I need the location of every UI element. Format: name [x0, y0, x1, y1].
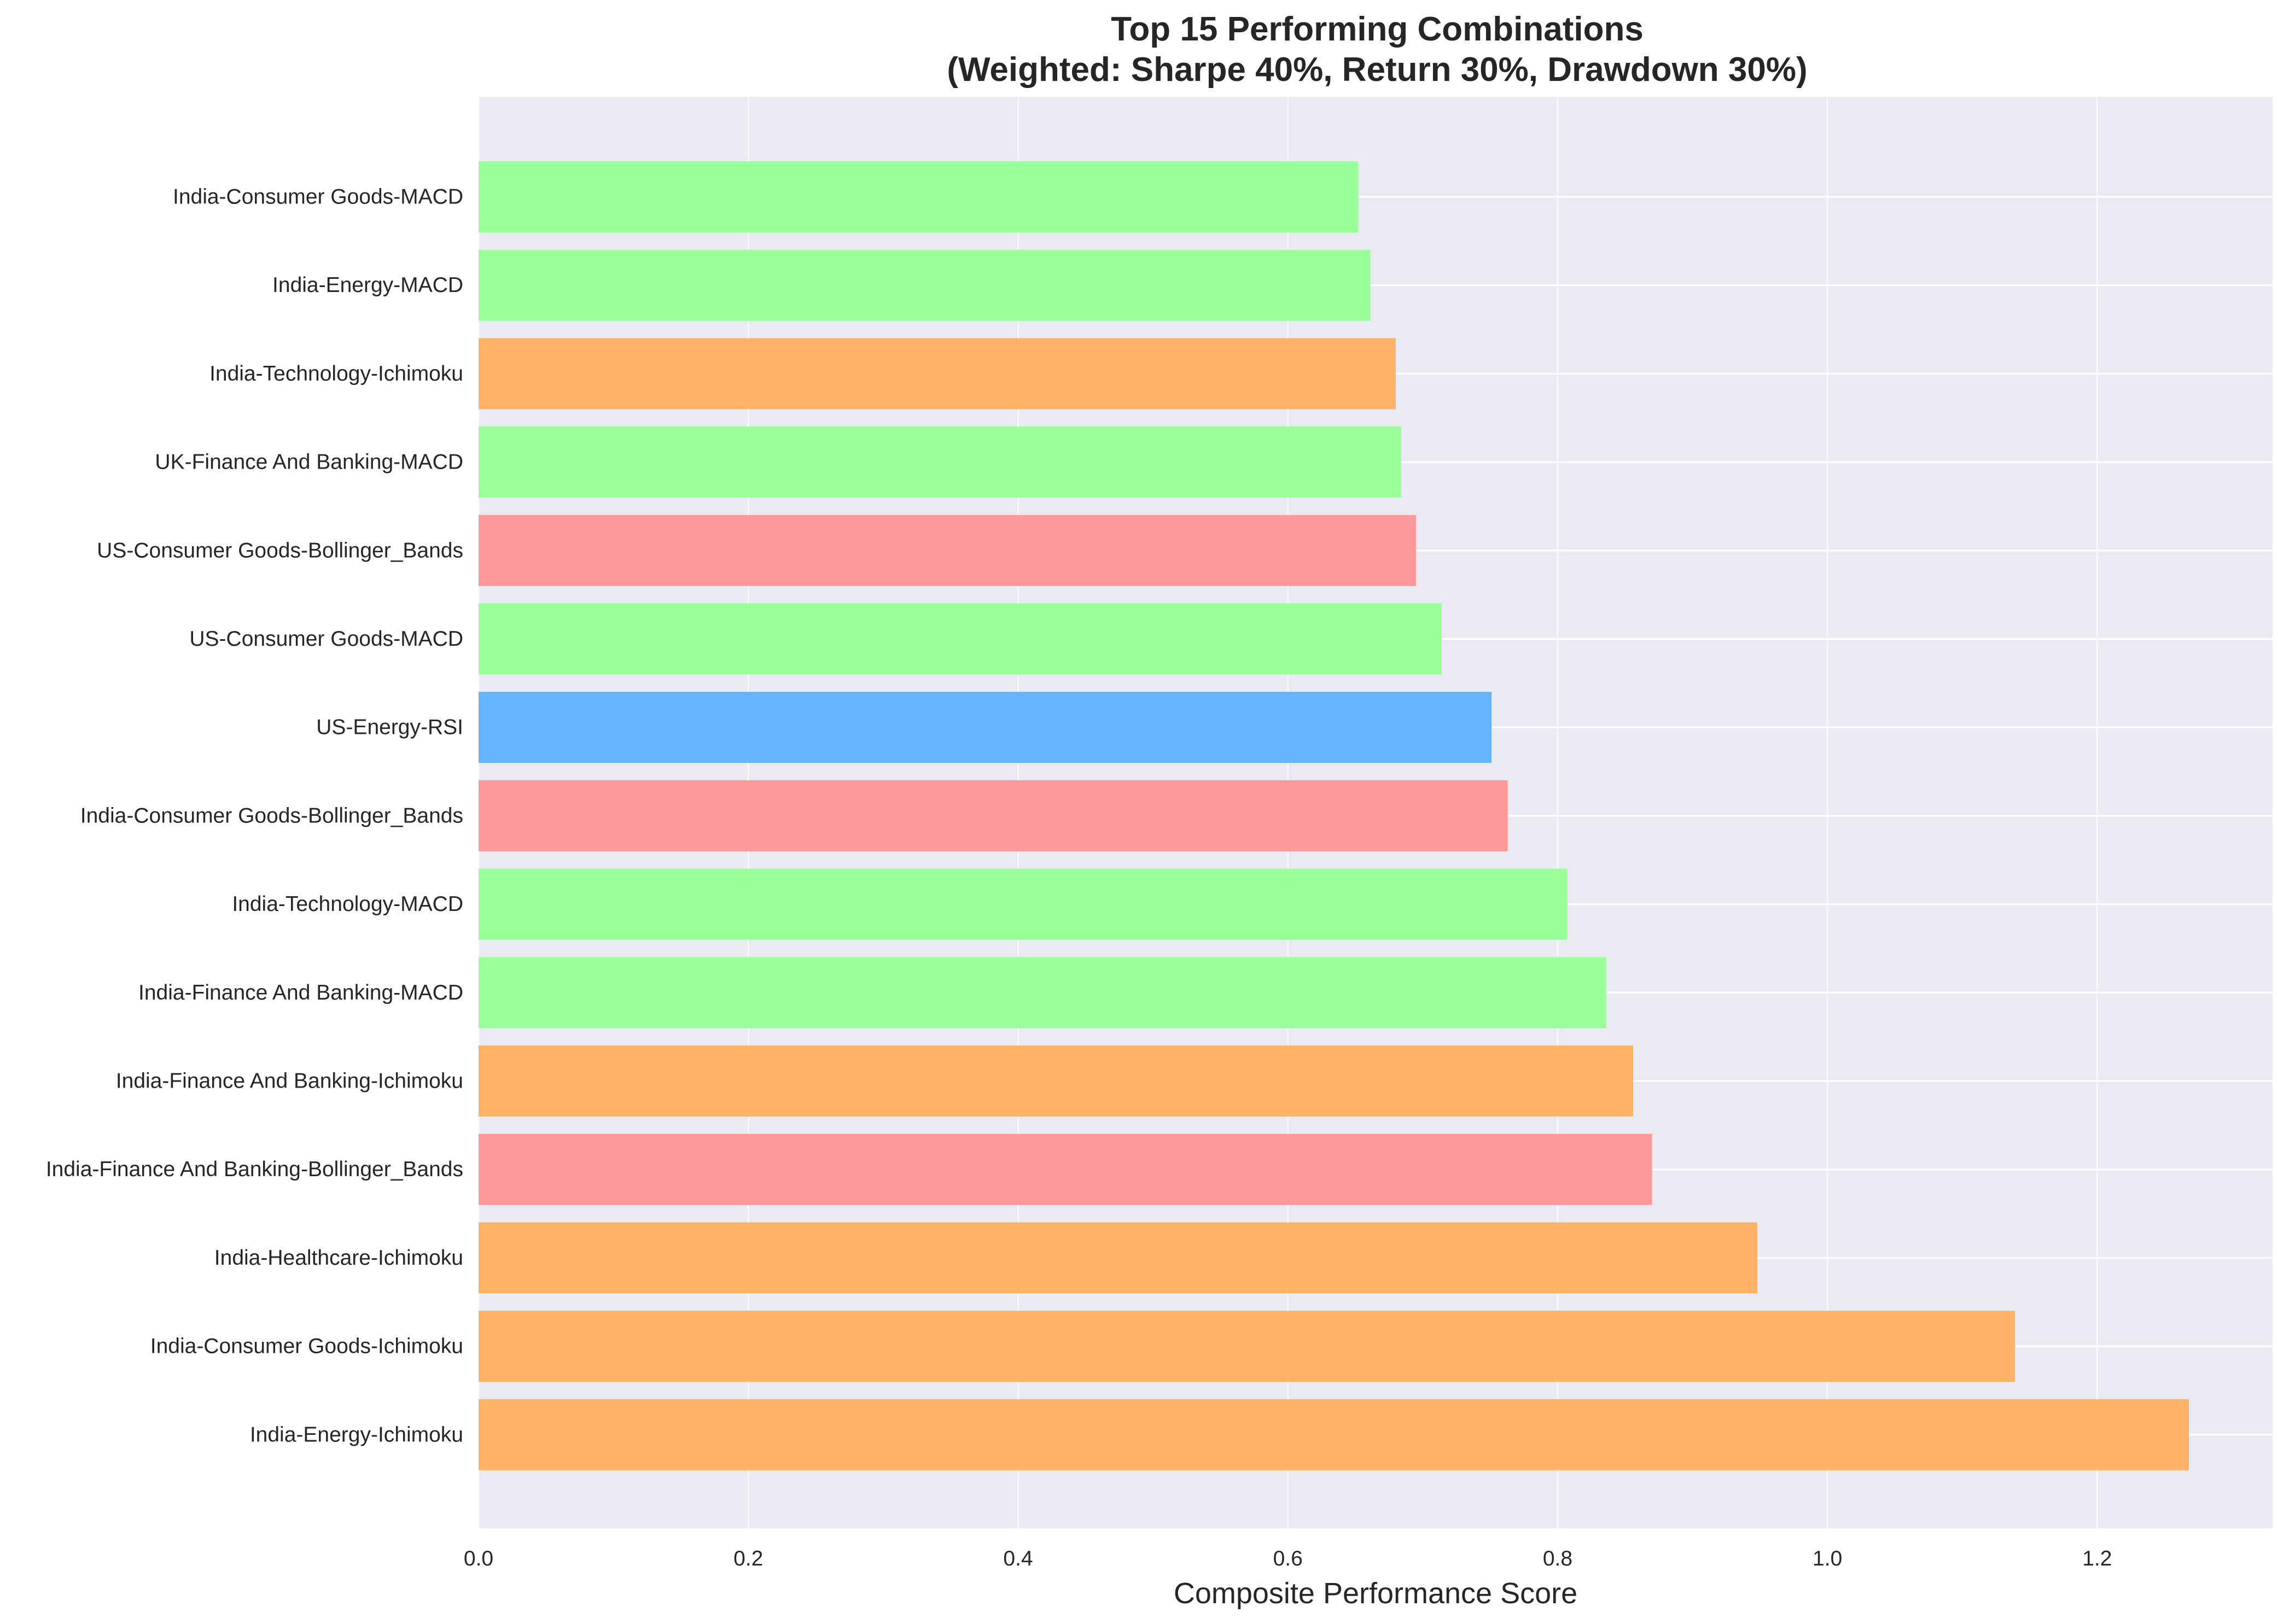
bar: [479, 515, 1416, 586]
category-labels: India-Consumer Goods-MACD India-Energy-MA…: [46, 185, 463, 1447]
bar: [479, 1311, 2015, 1382]
category-label: India-Finance And Banking-Ichimoku: [116, 1070, 463, 1093]
category-label: US-Energy-RSI: [316, 716, 463, 739]
category-label: US-Consumer Goods-Bollinger_Bands: [97, 539, 463, 562]
chart-subtitle: (Weighted: Sharpe 40%, Return 30%, Drawd…: [947, 51, 1807, 89]
category-label: India-Technology-MACD: [232, 892, 463, 916]
x-tick-label: 1.2: [2082, 1547, 2112, 1570]
bar: [479, 161, 1358, 232]
bar: [479, 338, 1396, 410]
category-label: India-Finance And Banking-MACD: [138, 981, 463, 1004]
x-tick-label: 0.2: [733, 1547, 763, 1570]
category-label: India-Consumer Goods-MACD: [173, 185, 463, 209]
x-tick-label: 1.0: [1813, 1547, 1842, 1570]
category-label: India-Healthcare-Ichimoku: [214, 1246, 463, 1270]
category-label: India-Consumer Goods-Bollinger_Bands: [80, 804, 463, 827]
category-label: India-Energy-MACD: [272, 273, 463, 297]
bar: [479, 868, 1568, 940]
bar: [479, 427, 1401, 498]
category-label: India-Consumer Goods-Ichimoku: [150, 1335, 463, 1358]
x-axis-label: Composite Performance Score: [1174, 1577, 1577, 1610]
bar: [479, 1045, 1634, 1117]
bars: [479, 161, 2189, 1470]
bar: [479, 249, 1371, 321]
bar: [479, 957, 1606, 1029]
category-label: India-Technology-Ichimoku: [209, 362, 463, 385]
bar: [479, 603, 1442, 675]
x-tick-label: 0.6: [1273, 1547, 1303, 1570]
category-label: India-Finance And Banking-Bollinger_Band…: [46, 1158, 463, 1181]
bar: [479, 1399, 2189, 1470]
bar: [479, 692, 1492, 763]
x-tick-label: 0.4: [1003, 1547, 1033, 1570]
bar: [479, 1222, 1757, 1294]
x-tick-label: 0.0: [464, 1547, 493, 1570]
bar: [479, 1134, 1652, 1205]
x-tick-labels: 0.0 0.2 0.4 0.6 0.8 1.0 1.2: [464, 1547, 2112, 1570]
category-label: India-Energy-Ichimoku: [250, 1423, 463, 1446]
bar: [479, 780, 1508, 851]
category-label: UK-Finance And Banking-MACD: [155, 451, 463, 474]
x-tick-label: 0.8: [1543, 1547, 1572, 1570]
chart-title: Top 15 Performing Combinations: [1111, 10, 1644, 48]
category-label: US-Consumer Goods-MACD: [189, 627, 463, 651]
